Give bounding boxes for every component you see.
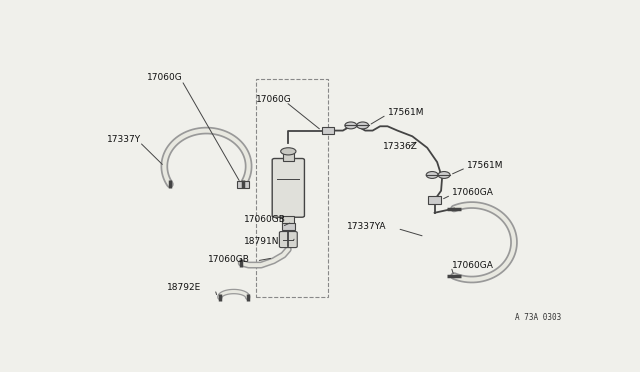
Bar [283,153,294,161]
Text: 18792E: 18792E [167,283,201,292]
Bar [282,216,294,224]
Circle shape [356,122,369,129]
Bar [282,223,295,230]
FancyBboxPatch shape [272,158,305,217]
Ellipse shape [281,148,296,155]
Circle shape [438,171,450,179]
Circle shape [426,171,438,179]
Bar [256,79,328,297]
Text: 17561M: 17561M [467,161,504,170]
Text: 17336Z: 17336Z [383,142,417,151]
Text: 17060G: 17060G [256,95,292,104]
Text: 17561M: 17561M [388,108,424,117]
Bar [237,180,250,188]
Text: 17337Y: 17337Y [108,135,141,144]
Text: 17060GA: 17060GA [452,188,494,197]
Bar [321,127,335,134]
Bar [428,196,441,203]
Text: 17060GB: 17060GB [208,255,250,264]
Text: 17060GB: 17060GB [244,215,285,224]
FancyBboxPatch shape [280,231,297,248]
Text: 17060GA: 17060GA [452,261,494,270]
Circle shape [345,122,356,129]
Text: 17060G: 17060G [147,73,182,83]
Text: 17337YA: 17337YA [347,222,387,231]
Text: 18791N: 18791N [244,237,279,246]
Text: A 73A 0303: A 73A 0303 [515,314,561,323]
